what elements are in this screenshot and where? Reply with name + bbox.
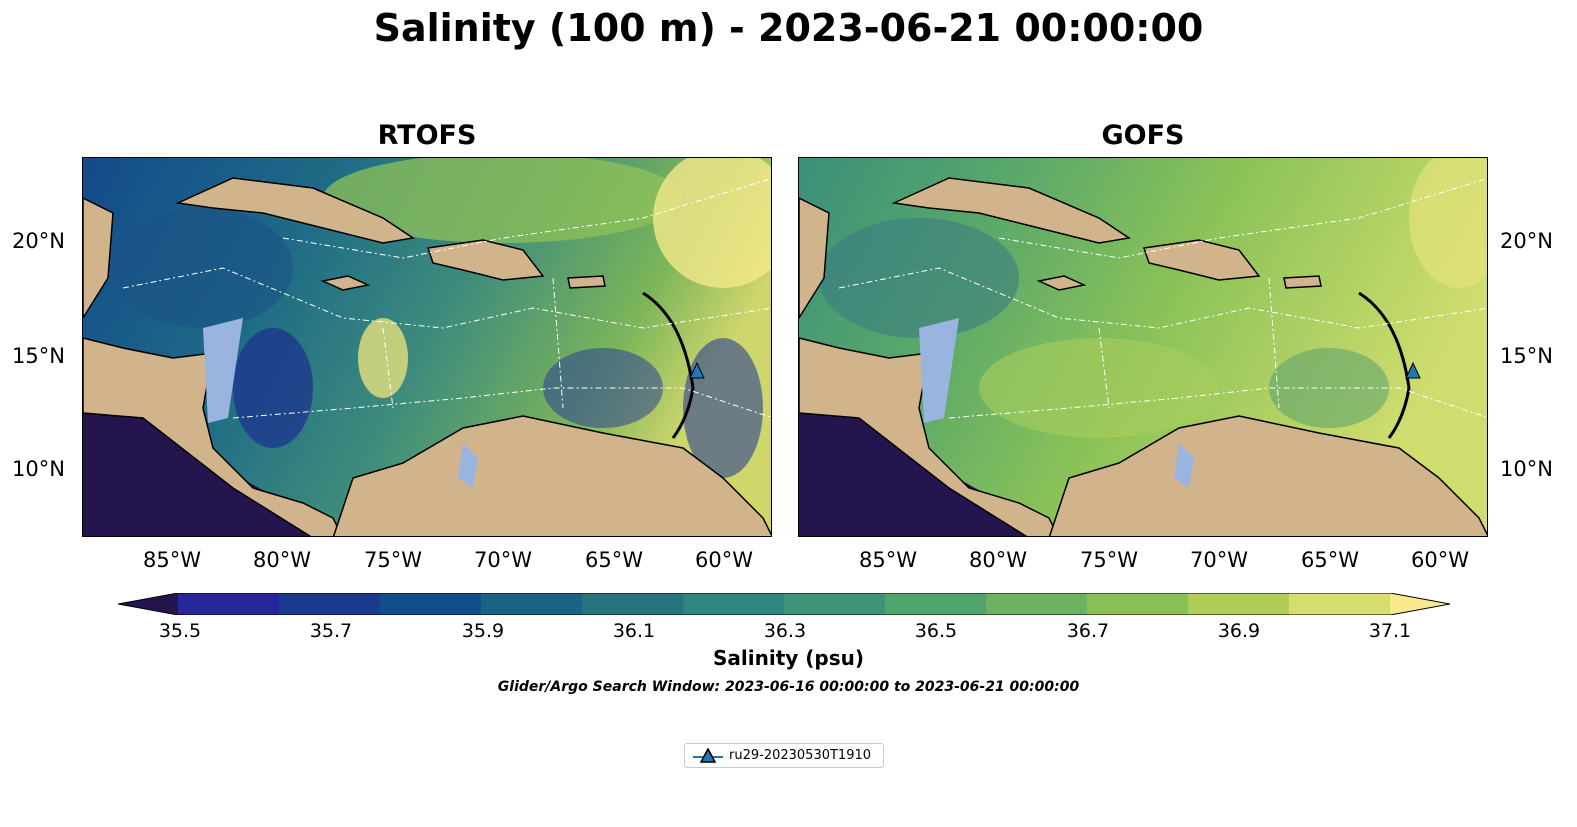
- colorbar-segment: [380, 593, 482, 615]
- legend: ru29-20230530T1910: [684, 743, 884, 768]
- lon-label: 85°W: [859, 548, 917, 572]
- search-window-note: Glider/Argo Search Window: 2023-06-16 00…: [497, 679, 1080, 695]
- lon-label: 70°W: [1190, 548, 1248, 572]
- map-rtofs-svg: [83, 158, 771, 536]
- colorbar-segment: [784, 593, 886, 615]
- legend-label: ru29-20230530T1910: [729, 748, 872, 763]
- lat-label: 10°N: [1500, 457, 1553, 481]
- lat-label: 10°N: [12, 457, 65, 481]
- colorbar: [118, 593, 1450, 615]
- lon-label: 75°W: [364, 548, 422, 572]
- colorbar-segment: [683, 593, 785, 615]
- colorbar-tick: 36.9: [1217, 620, 1261, 642]
- colorbar-segment: [582, 593, 684, 615]
- lat-label: 15°N: [1500, 344, 1553, 368]
- colorbar-tick: 36.1: [612, 620, 656, 642]
- lon-label: 70°W: [474, 548, 532, 572]
- colorbar-label: Salinity (psu): [712, 646, 864, 670]
- triangle-marker-icon: [700, 748, 716, 763]
- colorbar-extend-max: [1390, 593, 1450, 615]
- colorbar-tick: 37.1: [1368, 620, 1412, 642]
- colorbar-extend-min: [118, 593, 178, 615]
- colorbar-tick: 36.7: [1066, 620, 1110, 642]
- colorbar-tick: 35.5: [158, 620, 202, 642]
- figure-title: Salinity (100 m) - 2023-06-21 00:00:00: [373, 6, 1204, 50]
- colorbar-segment: [1087, 593, 1189, 615]
- panel-title-gofs: GOFS: [1101, 120, 1185, 151]
- map-rtofs: [82, 157, 772, 537]
- lon-label: 60°W: [695, 548, 753, 572]
- colorbar-tick: 35.9: [461, 620, 505, 642]
- lat-label: 15°N: [12, 344, 65, 368]
- colorbar-tick: 35.7: [309, 620, 353, 642]
- panel-title-rtofs: RTOFS: [377, 120, 477, 151]
- colorbar-segment: [481, 593, 583, 615]
- lon-label: 80°W: [253, 548, 311, 572]
- colorbar-tick: 36.3: [763, 620, 807, 642]
- colorbar-tick: 36.5: [914, 620, 958, 642]
- map-gofs: [798, 157, 1488, 537]
- colorbar-segment: [885, 593, 987, 615]
- glider-marker: [689, 361, 705, 379]
- lon-label: 60°W: [1411, 548, 1469, 572]
- lon-label: 80°W: [969, 548, 1027, 572]
- colorbar-segment: [986, 593, 1088, 615]
- lat-label: 20°N: [12, 229, 65, 253]
- lon-label: 65°W: [1301, 548, 1359, 572]
- map-gofs-svg: [799, 158, 1487, 536]
- lon-label: 85°W: [143, 548, 201, 572]
- lat-label: 20°N: [1500, 229, 1553, 253]
- colorbar-segment: [1289, 593, 1391, 615]
- lon-label: 65°W: [585, 548, 643, 572]
- colorbar-segment: [1188, 593, 1290, 615]
- glider-marker: [1405, 361, 1421, 379]
- lon-label: 75°W: [1080, 548, 1138, 572]
- colorbar-segment: [279, 593, 381, 615]
- colorbar-segment: [178, 593, 280, 615]
